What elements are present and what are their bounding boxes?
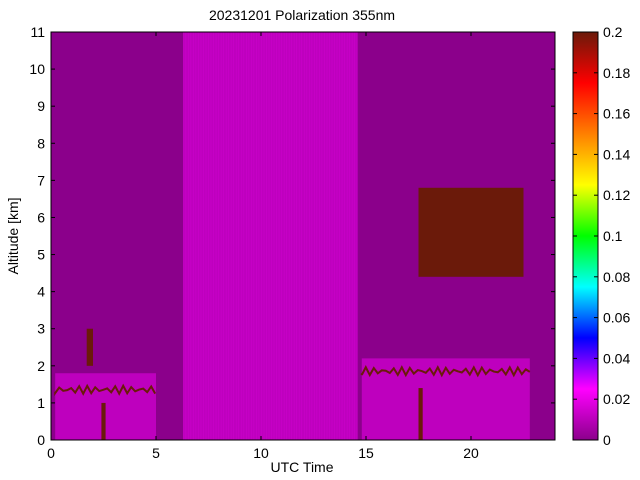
colorbar-tick-label: 0.16 [603,106,630,122]
x-tick-label: 5 [152,445,160,461]
colorbar-tick-label: 0.06 [603,310,630,326]
x-tick-label: 20 [463,445,479,461]
plot-frame [50,31,556,441]
y-tick-label: 9 [37,98,45,114]
y-tick-label: 6 [37,209,45,225]
colorbar-tick-label: 0.02 [603,391,630,407]
x-axis-label: UTC Time [271,459,334,475]
y-tick-label: 5 [37,247,45,263]
x-tick-label: 10 [253,445,269,461]
colorbar-tick-label: 0.14 [603,146,630,162]
colorbar-gradient [572,31,599,441]
colorbar-ticks: 0 0.02 0.04 0.06 0.08 0.1 0.12 0.14 0.16 0.18 0.2 [573,24,630,448]
colorbar-tick-label: 0.2 [603,24,623,40]
y-tick-label: 7 [37,172,45,188]
colorbar-tick-label: 0.18 [603,65,630,81]
y-tick-label: 0 [37,432,45,448]
heatmap-region [418,388,423,440]
heatmap-layers [54,32,531,440]
y-tick-label: 2 [37,358,45,374]
colorbar-tick-label: 0.08 [603,269,630,285]
heatmap-region [101,402,106,440]
colorbar-tick-label: 0.04 [603,350,630,366]
y-tick-label: 4 [37,284,45,300]
heatmap-region [86,328,93,366]
x-tick-label: 15 [358,445,374,461]
colorbar: 0 0.02 0.04 0.06 0.08 0.1 0.12 0.14 0.16 0.18 0.2 [572,24,630,448]
colorbar-tick-label: 0.12 [603,187,630,203]
layer-top-edge [54,383,157,397]
y-tick-label: 10 [29,61,45,77]
chart-title: 20231201 Polarization 355nm [209,7,395,23]
plot-area [50,31,556,441]
y-tick-label: 8 [37,135,45,151]
colorbar-tick-label: 0 [603,432,611,448]
y-tick-label: 3 [37,321,45,337]
heatmap-region [55,373,157,440]
y-tick-label: 1 [37,395,45,411]
layer-top-edge [360,365,531,378]
colorbar-tick-label: 0.1 [603,228,623,244]
x-tick-label: 0 [47,445,55,461]
heatmap-region [183,32,358,440]
heatmap-region [418,187,524,277]
y-axis-ticks: 0 1 2 3 4 5 6 7 8 9 10 11 [29,24,555,448]
x-axis-ticks: 0 5 10 15 20 [47,32,479,461]
y-axis-label: Altitude [km] [5,197,21,274]
y-tick-label: 11 [30,24,45,40]
